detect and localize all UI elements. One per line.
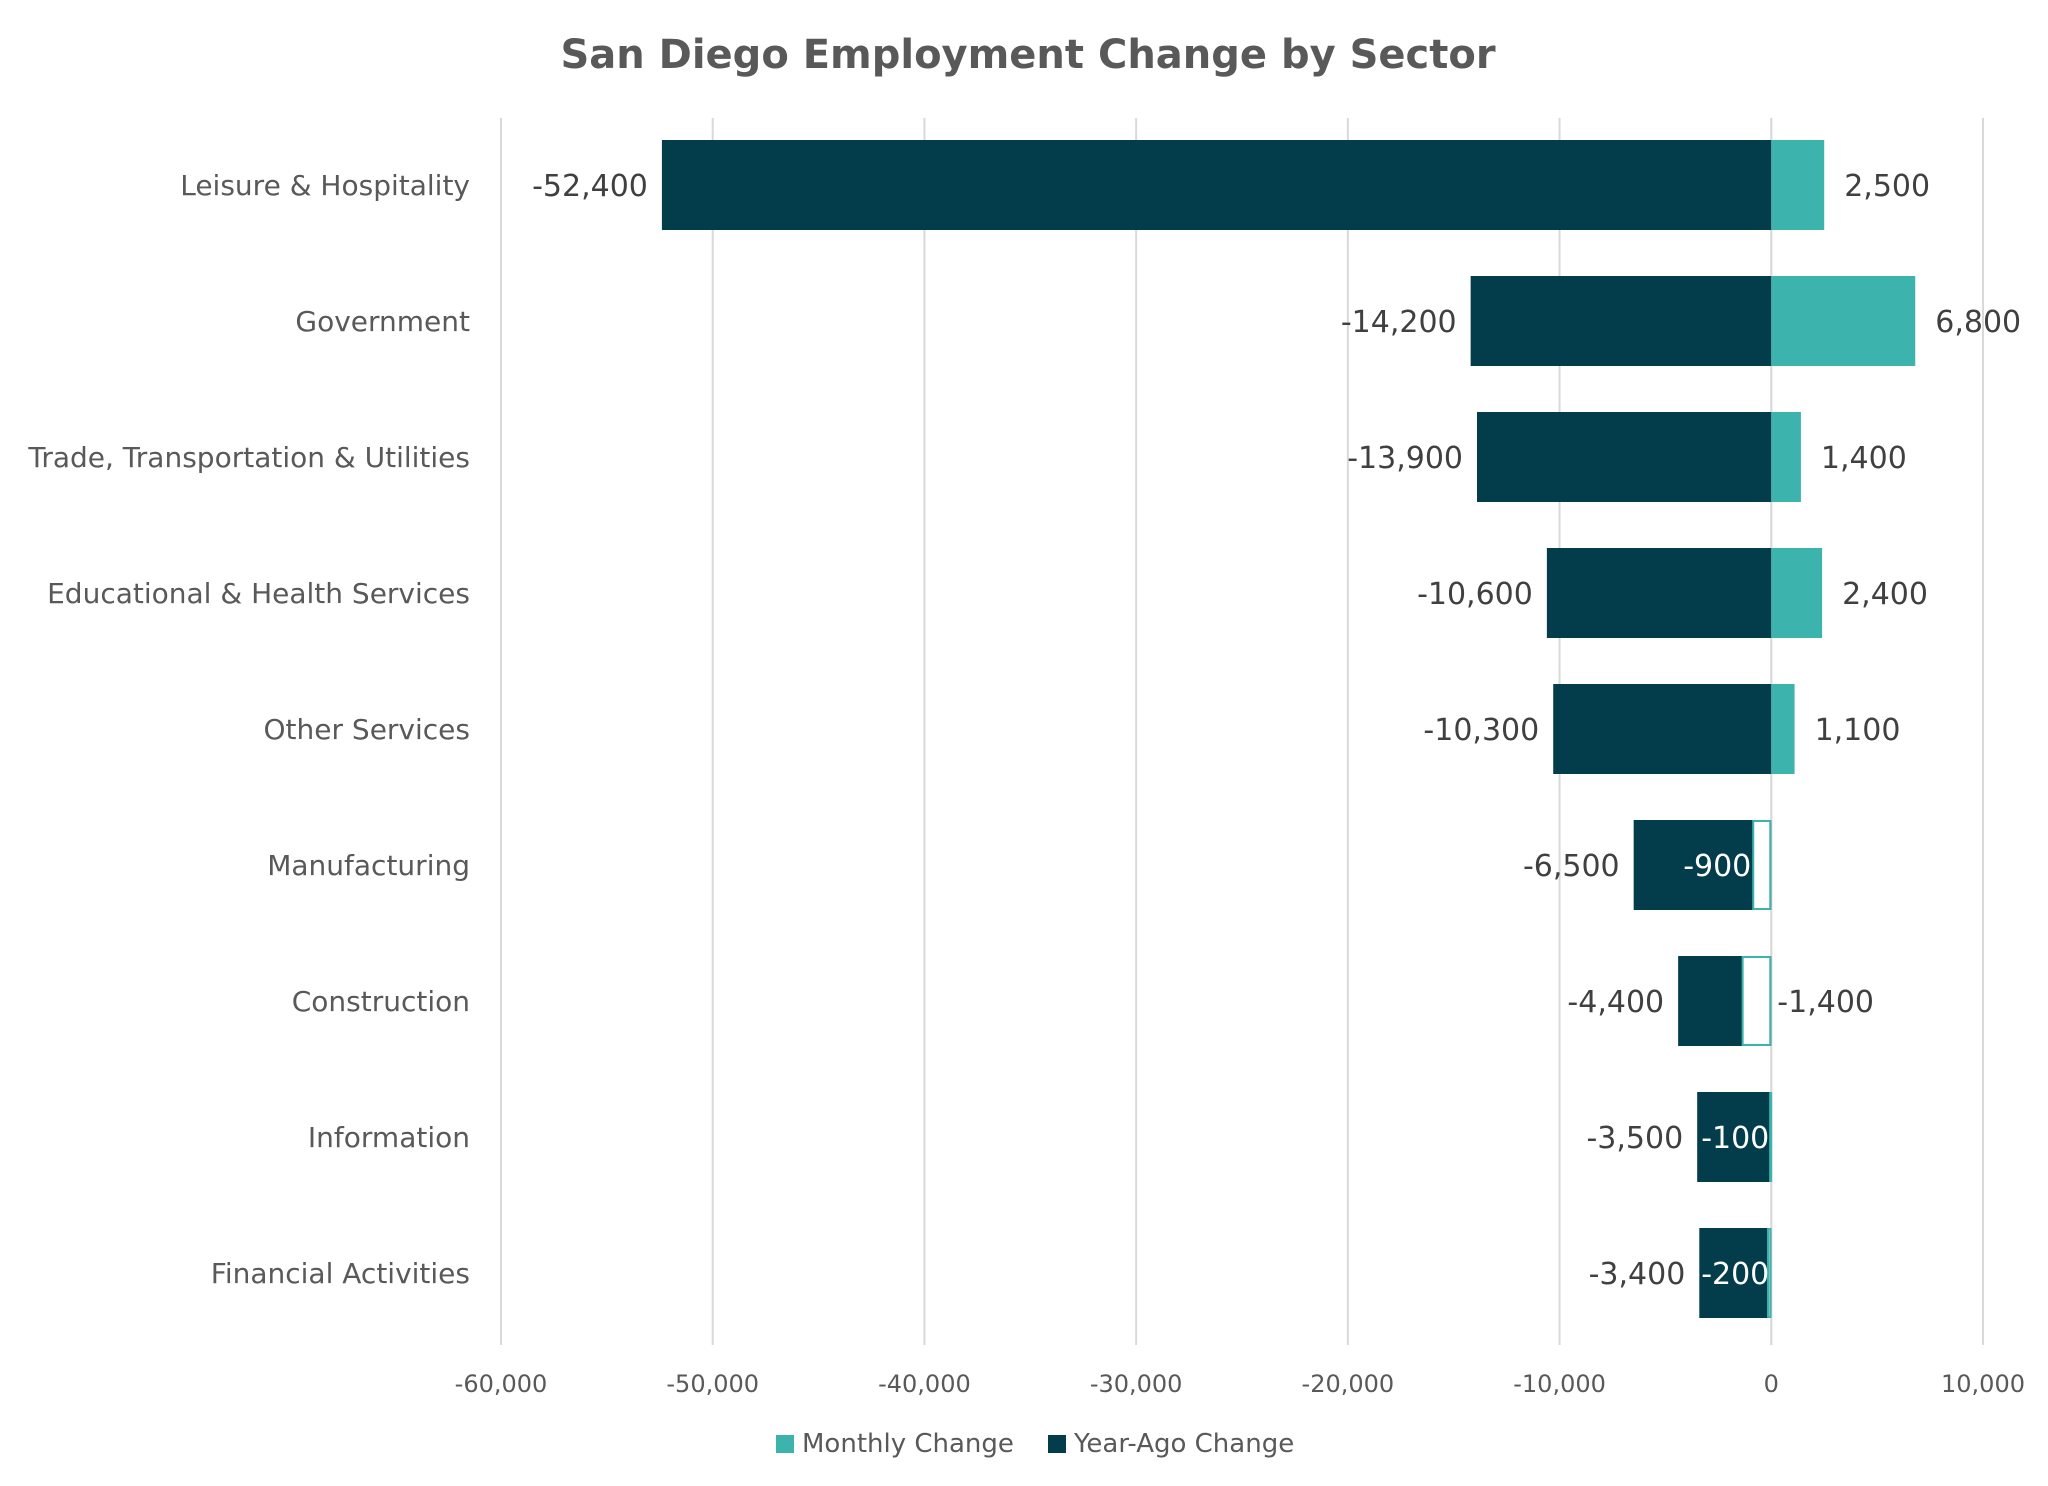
x-tick-label: -60,000	[455, 1370, 548, 1398]
chart-title: San Diego Employment Change by Sector	[560, 32, 1495, 78]
data-label-year-ago: -10,600	[1417, 577, 1533, 612]
bar-monthly-change[interactable]	[1771, 412, 1801, 502]
data-label-monthly: 2,500	[1844, 169, 1930, 204]
bar-monthly-change[interactable]	[1741, 956, 1772, 1046]
category-label: Construction	[292, 985, 470, 1018]
x-tick-label: 10,000	[1941, 1370, 2025, 1398]
category-label: Financial Activities	[211, 1257, 470, 1290]
bar-monthly-change[interactable]	[1752, 820, 1772, 910]
bar-year-ago-change[interactable]	[1699, 1228, 1772, 1318]
data-label-year-ago: -14,200	[1341, 305, 1457, 340]
x-tick-label: -40,000	[878, 1370, 971, 1398]
bar-monthly-change[interactable]	[1771, 140, 1825, 230]
x-tick-label: -20,000	[1302, 1370, 1395, 1398]
x-tick-label: 0	[1764, 1370, 1779, 1398]
data-label-year-ago: -3,400	[1589, 1257, 1686, 1292]
data-label-year-ago: -3,500	[1586, 1121, 1683, 1156]
data-label-monthly: -200	[1701, 1257, 1769, 1292]
bar-monthly-change[interactable]	[1771, 684, 1795, 774]
bar-year-ago-change[interactable]	[1477, 412, 1772, 502]
data-label-year-ago: -13,900	[1347, 441, 1463, 476]
data-label-monthly: 1,400	[1821, 441, 1907, 476]
x-tick-label: -50,000	[666, 1370, 759, 1398]
legend-swatch	[776, 1435, 794, 1453]
category-label: Information	[308, 1121, 470, 1154]
x-tick-label: -30,000	[1090, 1370, 1183, 1398]
category-axis: Leisure & Hospitality Government Trade, Tr…	[27, 169, 470, 1290]
bar-year-ago-change[interactable]	[1470, 276, 1772, 366]
bar-monthly-change[interactable]	[1769, 1092, 1773, 1182]
category-label: Other Services	[264, 713, 470, 746]
category-label: Trade, Transportation & Utilities	[27, 441, 470, 474]
data-labels: -52,400 2,500 -14,200 6,800 -13,900 1,400 -10,…	[532, 169, 2021, 1292]
legend-item[interactable]: Year-Ago Change	[1048, 1429, 1294, 1459]
category-label: Manufacturing	[267, 849, 470, 882]
legend-label: Year-Ago Change	[1073, 1429, 1294, 1459]
data-label-year-ago: -10,300	[1423, 713, 1539, 748]
data-label-monthly: -900	[1683, 849, 1751, 884]
bar-year-ago-change[interactable]	[661, 140, 1772, 230]
data-label-year-ago: -52,400	[532, 169, 648, 204]
legend-swatch	[1048, 1435, 1066, 1453]
category-label: Leisure & Hospitality	[180, 169, 470, 202]
bar-year-ago-change[interactable]	[1553, 684, 1772, 774]
data-label-monthly: 1,100	[1815, 713, 1901, 748]
value-axis: -60,000 -50,000 -40,000 -30,000 -20,000 -10,0…	[455, 1370, 2025, 1398]
bars	[661, 140, 1916, 1318]
category-label: Government	[295, 305, 470, 338]
legend-item[interactable]: Monthly Change	[776, 1429, 1014, 1459]
data-label-monthly: 2,400	[1842, 577, 1928, 612]
data-label-year-ago: -6,500	[1523, 849, 1620, 884]
bar-monthly-change[interactable]	[1771, 548, 1823, 638]
category-label: Educational & Health Services	[47, 577, 470, 610]
data-label-monthly: -100	[1701, 1121, 1769, 1156]
bar-year-ago-change[interactable]	[1633, 820, 1772, 910]
legend[interactable]: Monthly Change Year-Ago Change	[776, 1429, 1294, 1459]
legend-label: Monthly Change	[802, 1429, 1014, 1459]
x-tick-label: -10,000	[1513, 1370, 1606, 1398]
bar-monthly-change[interactable]	[1767, 1228, 1772, 1318]
data-label-monthly: 6,800	[1935, 305, 2021, 340]
bar-monthly-change[interactable]	[1771, 276, 1916, 366]
bar-year-ago-change[interactable]	[1546, 548, 1772, 638]
data-label-monthly: -1,400	[1777, 985, 1874, 1020]
bar-year-ago-change[interactable]	[1697, 1092, 1772, 1182]
data-label-year-ago: -4,400	[1567, 985, 1664, 1020]
